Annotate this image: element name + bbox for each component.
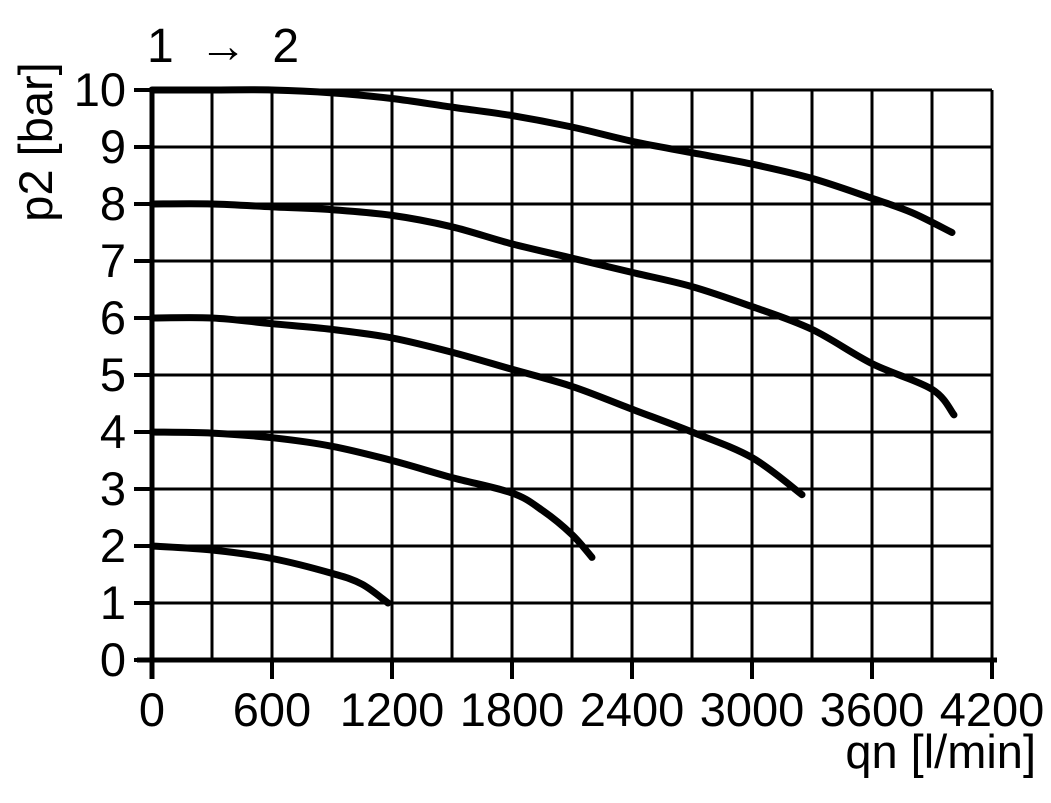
curve-start-8-bar <box>148 200 958 419</box>
x-tick-label: 2400 <box>580 683 685 736</box>
y-tick-label: 0 <box>100 633 126 686</box>
chart-title: 1 → 2 <box>147 20 305 73</box>
curve-start-6-bar <box>148 314 806 499</box>
y-tick-label: 3 <box>100 462 126 515</box>
y-tick-label: 4 <box>100 405 126 458</box>
x-tick-label: 1800 <box>460 683 565 736</box>
y-tick-label: 10 <box>74 63 126 116</box>
x-tick-label: 600 <box>233 683 311 736</box>
x-tick-label: 1200 <box>340 683 445 736</box>
y-axis-label: p2 [bar] <box>9 62 62 221</box>
x-axis-label: qn [l/min] <box>845 725 1036 778</box>
y-tick-label: 7 <box>100 234 126 287</box>
y-tick-label: 9 <box>100 120 126 173</box>
y-tick-label: 1 <box>100 576 126 629</box>
y-tick-label: 2 <box>100 519 126 572</box>
x-tick-label: 4200 <box>940 683 1045 736</box>
y-tick-label: 5 <box>100 348 126 401</box>
curve-start-10-bar <box>148 86 956 236</box>
curve-start-4-bar <box>148 428 596 561</box>
curve-start-2-bar <box>148 542 392 607</box>
grid-lines <box>150 88 994 662</box>
y-tick-label: 6 <box>100 291 126 344</box>
axes <box>134 88 997 679</box>
x-tick-label: 0 <box>139 683 165 736</box>
x-tick-label: 3000 <box>700 683 805 736</box>
x-tick-label: 3600 <box>820 683 925 736</box>
y-tick-label: 8 <box>100 177 126 230</box>
flow-curves <box>148 86 958 607</box>
